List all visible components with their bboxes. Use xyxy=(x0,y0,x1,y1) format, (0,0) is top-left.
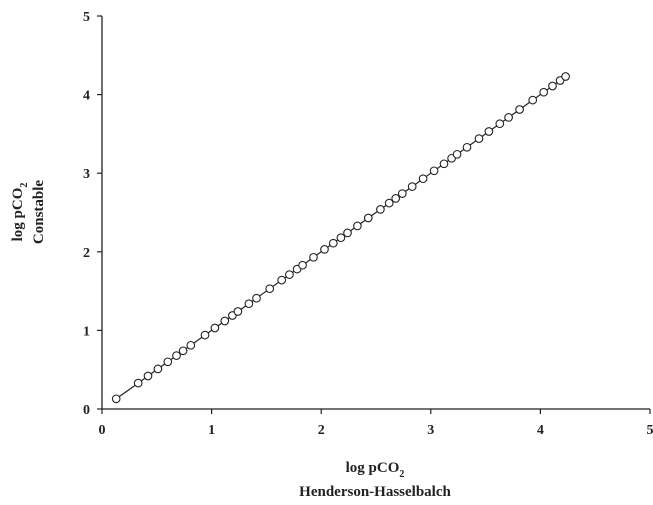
data-point xyxy=(439,159,449,169)
data-point xyxy=(397,189,407,198)
data-point xyxy=(265,284,275,294)
data-point xyxy=(178,346,188,356)
data-point xyxy=(353,221,362,231)
data-point xyxy=(484,127,494,136)
data-point xyxy=(376,205,385,214)
y-tick-label: 1 xyxy=(83,324,90,339)
data-point xyxy=(277,275,287,285)
x-axis-title: log pCO2 xyxy=(346,460,405,480)
data-point xyxy=(504,113,513,122)
data-point xyxy=(343,228,352,238)
data-point xyxy=(384,198,394,208)
x-tick-label: 1 xyxy=(208,423,215,438)
data-point xyxy=(244,299,254,309)
y-tick-label: 0 xyxy=(83,403,90,418)
data-point xyxy=(200,330,210,340)
y-tick-label: 5 xyxy=(83,10,90,25)
data-point xyxy=(561,72,570,81)
data-point xyxy=(548,81,557,91)
y-tick-label: 3 xyxy=(83,167,90,182)
x-tick-label: 5 xyxy=(647,423,653,438)
x-tick-label: 3 xyxy=(427,423,434,438)
data-point xyxy=(336,233,346,243)
data-point xyxy=(474,134,484,143)
y-axis-subtitle: Constable xyxy=(31,180,47,245)
data-point xyxy=(210,323,220,333)
data-point xyxy=(252,293,261,303)
y-tick-label: 2 xyxy=(83,246,90,261)
tick-labels: 0 1 2 3 4 5 0 1 2 3 4 5 xyxy=(83,10,653,438)
data-point xyxy=(363,213,373,223)
data-point xyxy=(407,182,417,191)
data-point xyxy=(133,378,143,388)
data-point xyxy=(429,166,439,176)
data-point xyxy=(309,252,318,262)
data-point xyxy=(298,260,307,270)
data-point xyxy=(528,95,538,105)
y-axis-title: log pCO2 xyxy=(10,183,30,242)
data-point xyxy=(539,87,549,97)
data-point xyxy=(186,340,196,350)
data-point xyxy=(328,238,338,248)
data-point xyxy=(143,371,153,381)
data-point xyxy=(391,194,401,203)
x-tick-label: 4 xyxy=(537,423,544,438)
data-point xyxy=(452,149,462,159)
data-point xyxy=(111,394,121,404)
data-point xyxy=(163,357,173,367)
x-tick-label: 0 xyxy=(99,423,106,438)
data-point xyxy=(418,174,428,184)
data-point xyxy=(285,270,294,279)
data-point xyxy=(495,119,505,129)
x-tick-label: 2 xyxy=(318,423,325,438)
data-point xyxy=(320,245,329,254)
data-point xyxy=(220,316,230,326)
x-axis-subtitle: Henderson-Hasselbalch xyxy=(299,484,451,500)
data-point xyxy=(462,142,472,152)
axes xyxy=(97,15,651,414)
data-point xyxy=(153,364,163,374)
data-point xyxy=(172,351,181,360)
y-tick-label: 4 xyxy=(83,89,90,104)
data-point xyxy=(233,307,243,316)
data-point xyxy=(515,105,524,114)
data-markers xyxy=(111,72,570,404)
